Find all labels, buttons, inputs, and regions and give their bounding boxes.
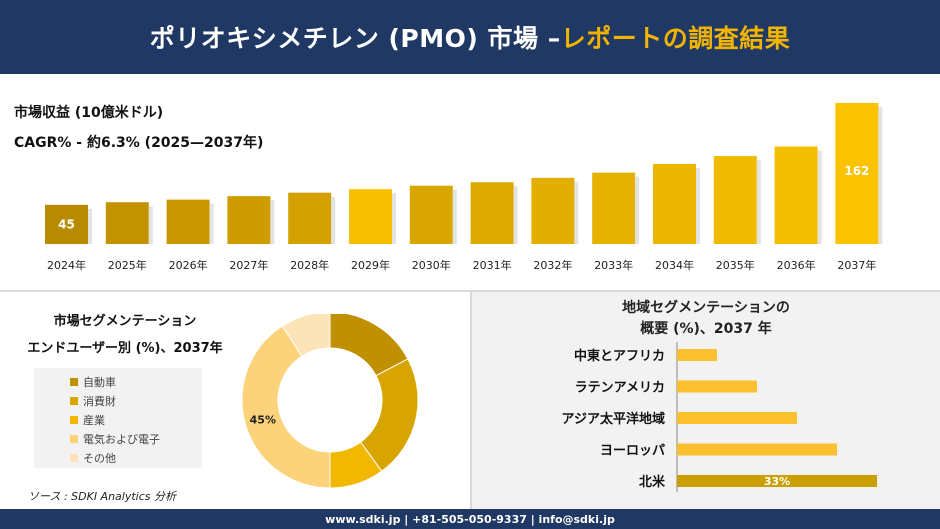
year-tick-label: 2031年 bbox=[473, 258, 512, 272]
legend-item: 電気および電子 bbox=[70, 429, 202, 448]
revenue-bar bbox=[592, 172, 636, 244]
year-tick-label: 2032年 bbox=[533, 258, 572, 272]
revenue-bar bbox=[349, 189, 392, 244]
legend-label: 電気および電子 bbox=[83, 432, 160, 446]
year-tick-label: 2024年 bbox=[47, 258, 86, 272]
revenue-bar-shadow bbox=[756, 160, 761, 244]
region-title: 地域セグメンテーションの 概要 (%)、2037 年 bbox=[472, 298, 940, 340]
legend-swatch bbox=[70, 434, 78, 443]
legend-label: 消費財 bbox=[83, 394, 116, 408]
revenue-bar-shadow bbox=[878, 107, 883, 244]
region-label: ヨーロッパ bbox=[600, 444, 665, 459]
donut-slice bbox=[241, 325, 331, 489]
legend-swatch bbox=[70, 415, 78, 424]
legend-swatch bbox=[70, 453, 78, 462]
revenue-bar-shadow bbox=[574, 181, 579, 244]
revenue-bar bbox=[409, 185, 453, 244]
title-accent: レポートの調査結果 bbox=[560, 24, 791, 53]
segment-title-line2: エンドユーザー別 (%)、2037年 bbox=[27, 341, 223, 356]
revenue-label: 市場収益 (10億米ドル) bbox=[14, 105, 164, 121]
horizontal-divider bbox=[0, 290, 940, 292]
revenue-bar-shadow bbox=[88, 208, 92, 244]
region-bar bbox=[677, 349, 717, 361]
revenue-bar-shadow bbox=[817, 150, 822, 244]
donut-data-label: 45% bbox=[250, 414, 276, 427]
revenue-bar-shadow bbox=[392, 193, 396, 244]
revenue-bar-shadow bbox=[270, 200, 275, 244]
legend-item: その他 bbox=[70, 448, 202, 467]
page-title: ポリオキシメチレン (PMO) 市場 –レポートの調査結果 bbox=[150, 19, 790, 55]
revenue-bar bbox=[45, 204, 88, 244]
region-label: アジア太平洋地域 bbox=[562, 411, 665, 427]
revenue-bar bbox=[774, 146, 818, 244]
source-note: ソース : SDKI Analytics 分析 bbox=[28, 490, 177, 503]
region-data-label: 33% bbox=[764, 475, 790, 488]
revenue-panel: 2024年 45 2025年 2026年 2027年 2028年 2029年 2030年 203… bbox=[0, 74, 940, 288]
legend-item: 自動車 bbox=[70, 372, 202, 391]
legend-label: その他 bbox=[83, 451, 116, 465]
legend-item: 消費財 bbox=[70, 391, 202, 410]
region-bar bbox=[677, 475, 877, 487]
year-tick-label: 2037年 bbox=[837, 258, 876, 272]
legend-label: 自動車 bbox=[83, 375, 116, 389]
revenue-bar bbox=[288, 192, 332, 244]
revenue-bar bbox=[713, 156, 757, 244]
revenue-bar bbox=[653, 163, 696, 244]
segment-title: 市場セグメンテーション エンドユーザー別 (%)、2037年 bbox=[14, 308, 236, 362]
revenue-bar-chart: 2024年 45 2025年 2026年 2027年 2028年 2029年 2030年 203… bbox=[45, 103, 883, 272]
revenue-bar bbox=[166, 199, 210, 244]
year-tick-label: 2029年 bbox=[351, 258, 390, 272]
year-tick-label: 2026年 bbox=[169, 258, 208, 272]
segment-legend: 自動車消費財産業電気および電子 その他 bbox=[34, 368, 202, 468]
region-label: 中東とアフリカ bbox=[574, 348, 665, 364]
region-bar bbox=[677, 443, 837, 456]
year-tick-label: 2034年 bbox=[655, 258, 694, 272]
year-tick-label: 2030年 bbox=[412, 258, 451, 272]
region-segment-panel: 地域セグメンテーションの 概要 (%)、2037 年 中東とアフリカ ラテンアメリ… bbox=[472, 292, 940, 509]
legend-label: 産業 bbox=[83, 413, 105, 427]
revenue-bar bbox=[835, 103, 879, 244]
revenue-bar bbox=[470, 182, 514, 244]
region-bar bbox=[677, 412, 797, 424]
legend-swatch bbox=[70, 377, 78, 386]
region-title-line1: 地域セグメンテーションの bbox=[622, 300, 790, 316]
region-title-line2: 概要 (%)、2037 年 bbox=[640, 321, 772, 337]
year-tick-label: 2028年 bbox=[290, 258, 329, 272]
revenue-bar-shadow bbox=[513, 186, 518, 244]
revenue-data-label: 162 bbox=[844, 164, 869, 178]
legend-item: 産業 bbox=[70, 410, 202, 429]
year-tick-label: 2025年 bbox=[108, 258, 147, 272]
header-banner: ポリオキシメチレン (PMO) 市場 –レポートの調査結果 bbox=[0, 0, 940, 74]
footer-contact: www.sdki.jp | +81-505-050-9337 | info@sd… bbox=[325, 512, 615, 526]
revenue-bar-shadow bbox=[148, 206, 153, 244]
revenue-bar-shadow bbox=[696, 167, 700, 244]
donut-slice bbox=[281, 314, 331, 357]
revenue-bar-shadow bbox=[452, 189, 457, 244]
revenue-bar bbox=[227, 196, 271, 244]
end-user-segment-panel: 市場セグメンテーション エンドユーザー別 (%)、2037年 自動車消費財産業電… bbox=[0, 292, 470, 509]
title-main: ポリオキシメチレン (PMO) 市場 – bbox=[149, 24, 561, 53]
revenue-bar-shadow bbox=[331, 196, 336, 244]
revenue-bar-shadow bbox=[635, 176, 640, 244]
revenue-bar bbox=[105, 202, 149, 244]
segment-title-line1: 市場セグメンテーション bbox=[53, 314, 197, 329]
footer-bar: www.sdki.jp | +81-505-050-9337 | info@sd… bbox=[0, 509, 940, 529]
revenue-data-label: 45 bbox=[58, 217, 75, 231]
year-tick-label: 2027年 bbox=[229, 258, 268, 272]
legend-swatch bbox=[70, 396, 78, 405]
region-label: 北米 bbox=[639, 474, 666, 490]
year-tick-label: 2035年 bbox=[716, 258, 755, 272]
end-user-donut-chart: 45% bbox=[241, 314, 419, 489]
vertical-divider bbox=[470, 292, 472, 509]
revenue-bar bbox=[531, 177, 575, 244]
revenue-bar-shadow bbox=[209, 203, 214, 244]
year-tick-label: 2033年 bbox=[594, 258, 633, 272]
cagr-label: CAGR% - 約6.3% (2025—2037年) bbox=[14, 135, 264, 151]
region-bar bbox=[677, 380, 757, 393]
year-tick-label: 2036年 bbox=[777, 258, 816, 272]
region-label: ラテンアメリカ bbox=[575, 381, 665, 396]
